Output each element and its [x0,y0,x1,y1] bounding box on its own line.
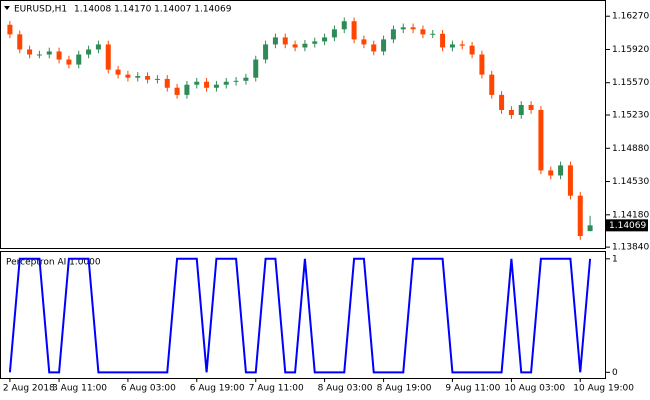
candle-body [420,29,426,35]
ohlc-label: 1.14008 1.14170 1.14007 1.14069 [74,5,232,15]
candle-body [361,39,367,45]
y-tick-label: 1.14180 [612,210,649,220]
candle-body [567,165,573,196]
candle-body [46,51,52,55]
candle-body [410,27,416,30]
candle-body [154,78,160,80]
y-tick-label: 1.15920 [612,45,649,55]
candle-body [115,69,121,75]
candle-body [302,43,308,48]
candle-body [86,49,92,55]
indicator-title: Perceptron AI 1.0000 [6,258,101,268]
candle-body [66,59,72,65]
chart-title: EURUSD,H1 [14,5,67,15]
x-tick-label: 2 Aug 2018 [3,384,55,394]
candle-body [56,51,62,60]
menu-icon [4,6,10,10]
candle-body [204,81,210,88]
candle-body [76,54,82,65]
indicator-frame [0,251,606,379]
candle-body [253,59,259,78]
candle-body [371,44,377,52]
candle-body [430,33,436,35]
candle-body [499,94,505,110]
x-tick-label: 8 Aug 19:00 [377,384,432,394]
candle-body [322,37,328,42]
candle-body [164,78,170,88]
candle-body [587,225,593,232]
candle-body [36,54,42,56]
candle-body [95,44,101,50]
candle-body [223,81,229,85]
candle-body [341,21,347,30]
candle-body [145,76,151,80]
candle-body [558,165,564,176]
candle-body [105,44,111,70]
y-tick-label: 1.14530 [612,177,649,187]
candle-body [135,76,141,78]
candle-body [459,44,465,46]
x-tick-label: 6 Aug 19:00 [190,384,245,394]
candle-body [213,84,219,88]
candle-body [243,77,249,81]
candle-body [577,195,583,236]
candle-body [184,84,190,95]
y-tick-label: 1.13840 [612,243,649,253]
candle-body [17,34,23,50]
candle-body [233,80,239,82]
x-tick-label: 3 Aug 11:00 [52,384,107,394]
candle-body [538,109,544,171]
x-tick-label: 9 Aug 11:00 [445,384,500,394]
candle-body [508,109,514,116]
x-tick-label: 7 Aug 11:00 [249,384,304,394]
current-price: 1.14069 [609,221,646,231]
candle-body [381,39,387,52]
y-tick-label: 1.14880 [612,144,649,154]
candle-body [292,44,298,48]
candle-body [263,44,269,60]
x-tick-label: 8 Aug 03:00 [318,384,373,394]
candle-body [390,29,396,40]
x-tick-label: 6 Aug 03:00 [121,384,176,394]
candle-body [125,74,131,78]
main-frame [0,0,606,249]
candle-body [518,104,524,116]
candle-body [400,27,406,30]
candle-body [174,87,180,95]
candle-body [440,33,446,48]
candle-body [194,81,200,85]
candle-body [272,37,278,45]
candle-body [351,21,357,40]
x-tick-label: 10 Aug 03:00 [504,384,565,394]
y-tick-label: 1.15230 [612,111,649,121]
candle-body [548,170,554,176]
candle-body [449,44,455,48]
candle-body [7,24,13,35]
candle-body [312,41,318,44]
candle-body [479,54,485,75]
y-tick-label: 1.15570 [612,78,649,88]
candle-body [528,104,534,110]
price-box [606,219,648,232]
candle-body [27,49,33,55]
y-tick-label: 1.16270 [612,12,649,22]
candle-body [282,37,288,45]
indicator-line [8,257,592,374]
candle-body [469,45,475,55]
x-tick-label: 10 Aug 19:00 [573,384,634,394]
candle-body [489,74,495,95]
candle-body [331,29,337,38]
y-tick-label: 1 [612,254,618,264]
y-tick-label: 0 [612,368,618,378]
